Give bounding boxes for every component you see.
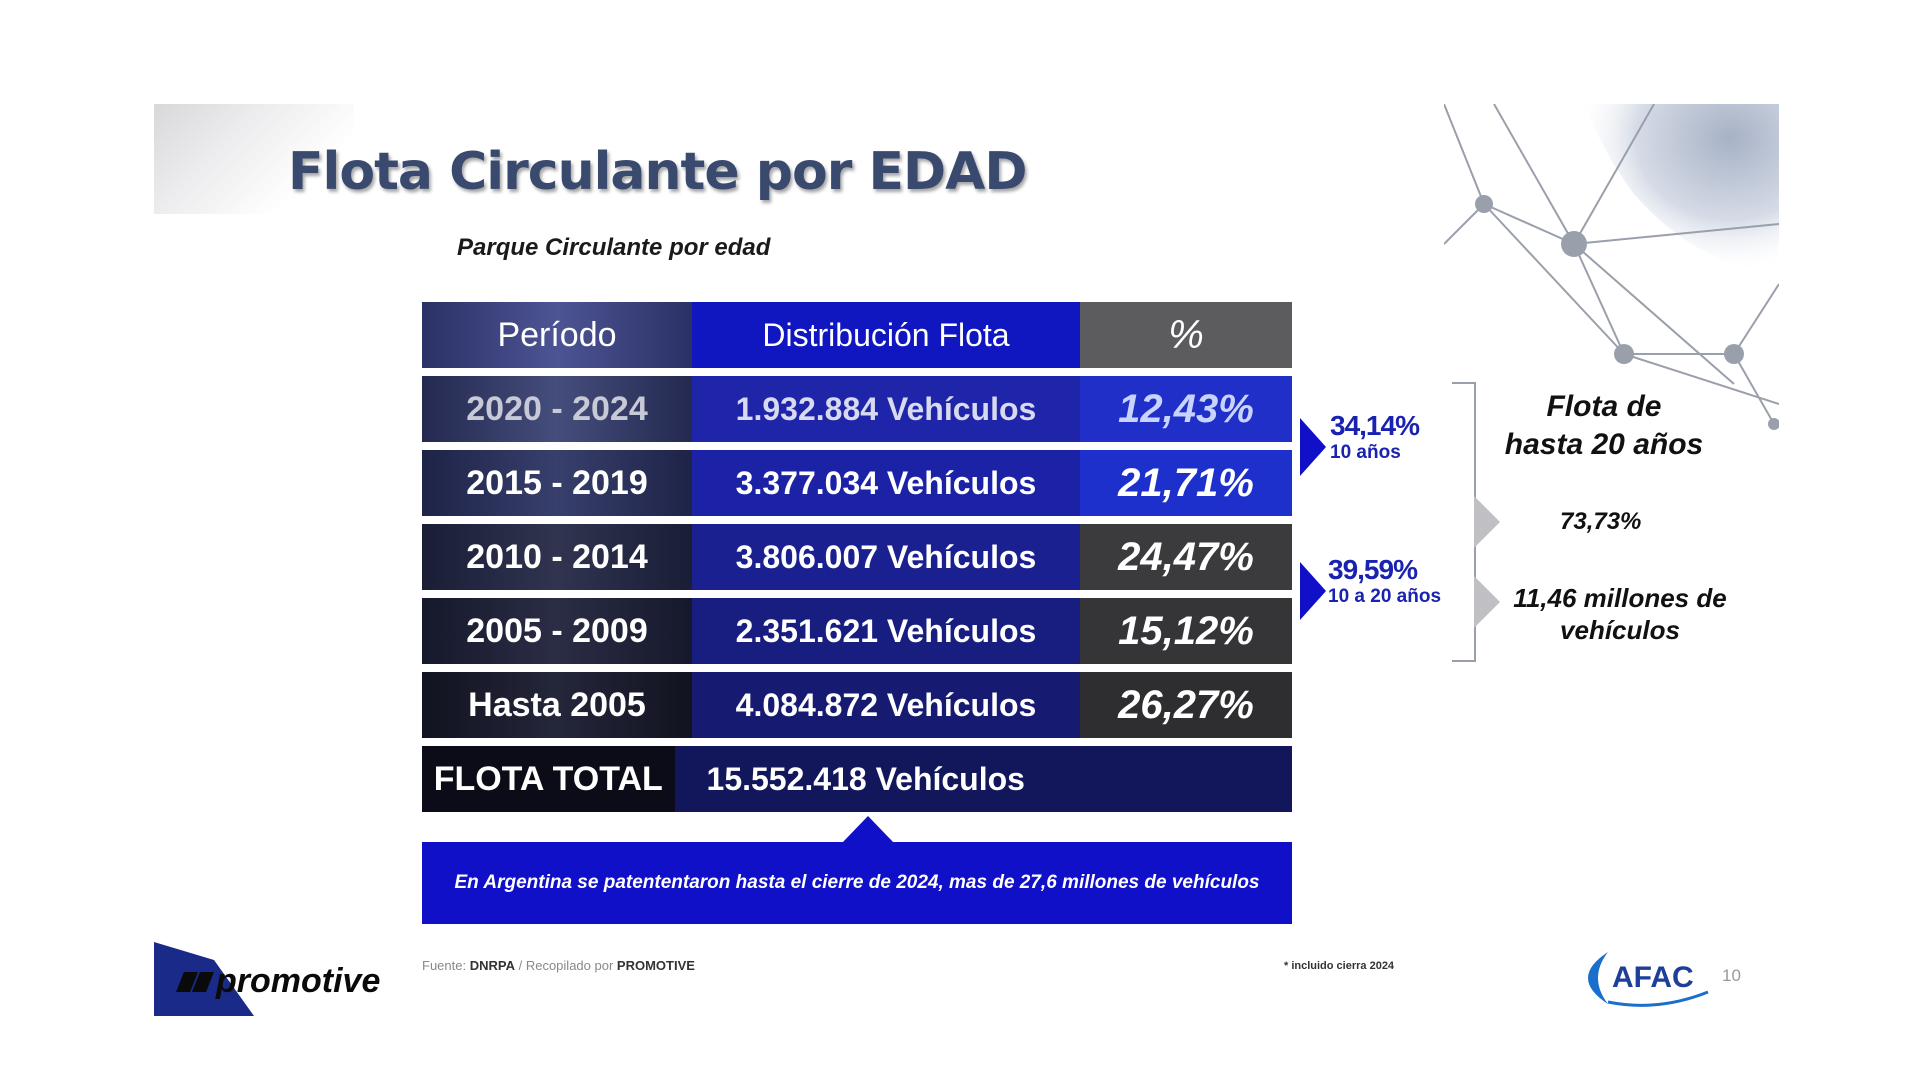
afac-wordmark: AFAC [1612,961,1694,994]
source-prefix: Fuente: [422,958,467,973]
source-name: DNRPA [469,958,515,973]
table-row: 2010 - 2014 3.806.007 Vehículos 24,47% [422,524,1292,590]
fleet-table: Período Distribución Flota % 2020 - 2024… [422,302,1292,820]
period-cell: 2015 - 2019 [422,450,692,516]
fleet-cell: 4.084.872 Vehículos [692,672,1080,738]
summary-percent: 73,73% [1560,508,1642,535]
fleet-cell: 3.377.034 Vehículos [692,450,1080,516]
fleet-cell: 1.932.884 Vehículos [692,376,1080,442]
corner-shade [154,104,354,214]
promotive-logo: promotive [154,942,380,1016]
callout-banner: En Argentina se patententaron hasta el c… [422,842,1292,924]
header-distribution: Distribución Flota [692,302,1080,368]
table-row: 2015 - 2019 3.377.034 Vehículos 21,71% [422,450,1292,516]
period-cell: Hasta 2005 [422,672,692,738]
percent-cell: 15,12% [1080,598,1292,664]
footnote: * incluido cierra 2024 [1284,960,1395,972]
percent-cell: 24,47% [1080,524,1292,590]
network-globe-graphic [1444,104,1779,430]
callout-pointer [842,816,894,843]
group-10-years: 34,14% 10 años [1330,410,1420,464]
fleet-cell: 2.351.621 Vehículos [692,598,1080,664]
header-percent: % [1080,302,1292,368]
total-label: FLOTA TOTAL [422,746,675,812]
page-title: Flota Circulante por EDAD [288,142,1028,202]
table-header-row: Período Distribución Flota % [422,302,1292,368]
period-cell: 2010 - 2014 [422,524,692,590]
summary-arrow-icon [1474,496,1500,548]
summary-title-line: Flota de [1546,390,1662,423]
summary-millions-line: 11,46 millones de [1513,583,1727,613]
afac-logo: AFAC [1588,952,1709,1007]
group-label: 10 a 20 años [1328,586,1442,607]
period-cell: 2005 - 2009 [422,598,692,664]
summary-millions-line: vehículos [1560,615,1680,645]
group-pct: 39,59% [1328,554,1418,585]
percent-cell: 12,43% [1080,376,1292,442]
percent-cell: 21,71% [1080,450,1292,516]
source-note: Fuente: DNRPA / Recopilado por PROMOTIVE [422,958,695,973]
header-period: Período [422,302,692,368]
percent-cell: 26,27% [1080,672,1292,738]
summary-arrow-icon [1474,576,1500,628]
table-total-row: FLOTA TOTAL 15.552.418 Vehículos [422,746,1292,812]
table-row: Hasta 2005 4.084.872 Vehículos 26,27% [422,672,1292,738]
table-row: 2020 - 2024 1.932.884 Vehículos 12,43% [422,376,1292,442]
summary-millions: 11,46 millones de vehículos [1500,582,1740,646]
source-mid: / Recopilado por [518,958,614,973]
subtitle: Parque Circulante por edad [457,234,771,261]
total-fleet: 15.552.418 Vehículos [674,746,1292,812]
group-arrow-icon [1300,562,1326,620]
group-bracket [1452,382,1476,662]
promotive-wordmark: promotive [215,962,380,1000]
table-row: 2005 - 2009 2.351.621 Vehículos 15,12% [422,598,1292,664]
source-by: PROMOTIVE [616,958,695,973]
summary-title-line: hasta 20 años [1504,428,1704,461]
fleet-cell: 3.806.007 Vehículos [692,524,1080,590]
group-10-20-years: 39,59% 10 a 20 años [1328,554,1441,608]
period-cell: 2020 - 2024 [422,376,692,442]
group-label: 10 años [1330,442,1401,463]
group-pct: 34,14% [1330,410,1420,441]
group-arrow-icon [1300,418,1326,476]
slide: Flota Circulante por EDAD Parque Circula… [154,104,1779,1016]
page-number: 10 [1722,966,1741,985]
summary-title: Flota de hasta 20 años [1484,388,1724,464]
